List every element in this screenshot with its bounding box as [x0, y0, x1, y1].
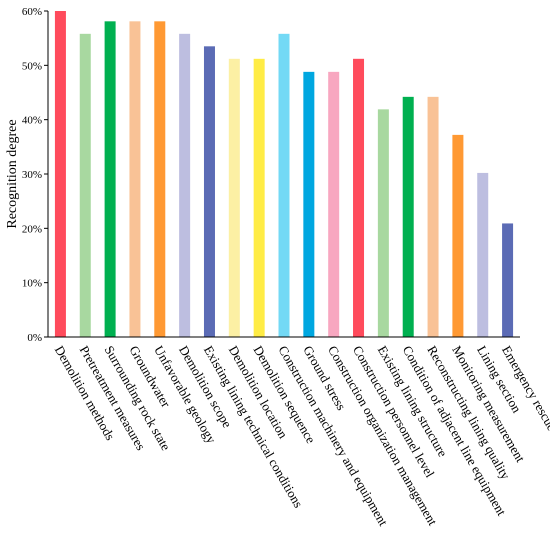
- y-tick-label: 50%: [22, 60, 42, 72]
- y-axis-ticks: 0% 10% 20% 30% 40% 50% 60%: [22, 6, 48, 344]
- bar: [303, 71, 315, 337]
- y-tick-label: 20%: [22, 223, 42, 235]
- bar: [377, 109, 389, 338]
- y-tick-label: 10%: [22, 278, 42, 290]
- bars: [54, 11, 514, 338]
- bar: [427, 96, 439, 337]
- bar: [228, 58, 240, 338]
- bar: [278, 33, 290, 337]
- bar: [203, 46, 215, 338]
- bar: [253, 58, 265, 338]
- bar: [402, 96, 414, 337]
- bar: [154, 21, 166, 337]
- y-tick-label: 30%: [22, 169, 42, 181]
- y-tick-label: 60%: [22, 6, 42, 18]
- y-tick-label: 0%: [27, 332, 42, 344]
- y-axis-title: Recognition degree: [5, 119, 20, 228]
- bar: [79, 33, 91, 337]
- bar: [452, 134, 464, 337]
- bar: [54, 11, 66, 337]
- bar: [129, 21, 141, 337]
- bar: [179, 33, 191, 337]
- y-tick-label: 40%: [22, 115, 42, 127]
- bar: [477, 172, 489, 337]
- bar: [502, 223, 514, 337]
- bar: [104, 21, 116, 337]
- bar: [353, 58, 365, 338]
- bar: [328, 71, 340, 337]
